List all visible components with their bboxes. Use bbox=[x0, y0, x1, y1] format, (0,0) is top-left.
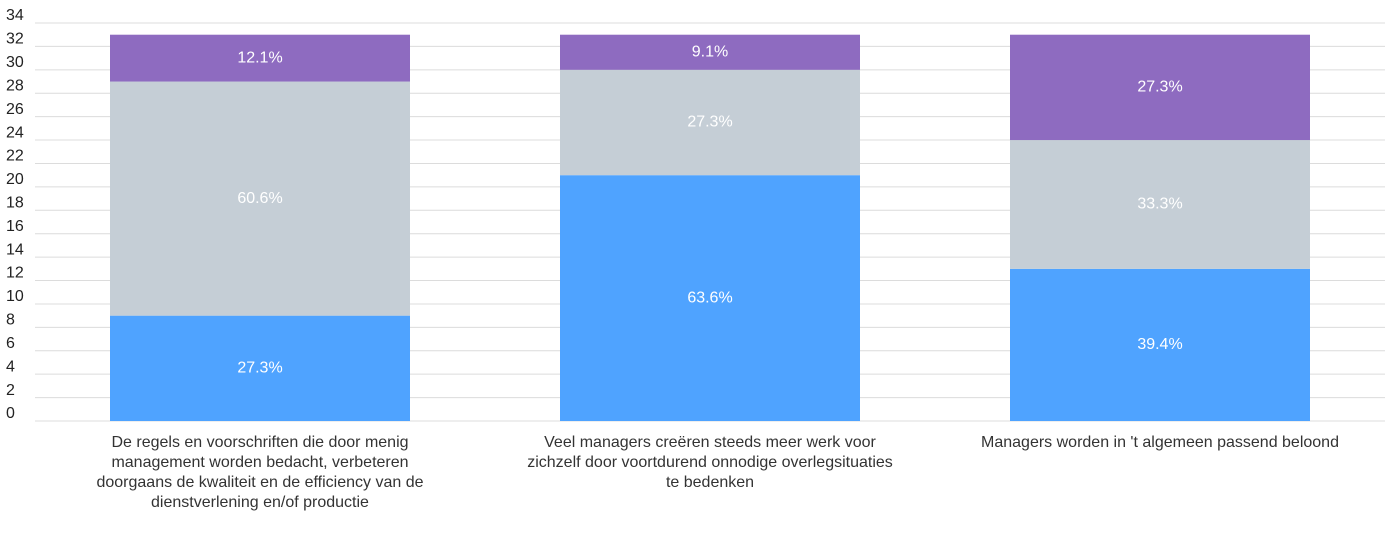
y-tick-label: 0 bbox=[6, 405, 15, 422]
value-label: 12.1% bbox=[237, 49, 282, 66]
y-tick-label: 6 bbox=[6, 335, 15, 352]
x-tick-label: Managers worden in 't algemeen passend b… bbox=[981, 434, 1339, 451]
bar-segment bbox=[110, 81, 410, 316]
x-tick-label: Veel managers creëren steeds meer werk v… bbox=[527, 434, 893, 491]
y-tick-label: 2 bbox=[6, 382, 15, 399]
y-tick-label: 22 bbox=[6, 148, 24, 165]
value-label: 39.4% bbox=[1137, 336, 1182, 353]
value-label: 27.3% bbox=[237, 360, 282, 377]
bar-segment bbox=[560, 34, 860, 70]
y-tick-label: 20 bbox=[6, 171, 24, 188]
x-tick-label-box: Veel managers creëren steeds meer werk v… bbox=[527, 434, 893, 491]
bar-segment bbox=[1010, 268, 1310, 421]
value-label: 60.6% bbox=[237, 190, 282, 207]
x-tick-label: De regels en voorschriften die door meni… bbox=[96, 434, 424, 511]
y-tick-label: 14 bbox=[6, 241, 24, 258]
y-tick-label: 30 bbox=[6, 54, 24, 71]
y-tick-label: 28 bbox=[6, 77, 24, 94]
value-label: 9.1% bbox=[692, 43, 728, 60]
bar-segment bbox=[560, 175, 860, 421]
y-tick-label: 26 bbox=[6, 101, 24, 118]
y-tick-label: 18 bbox=[6, 195, 24, 212]
y-tick-label: 12 bbox=[6, 265, 24, 282]
x-tick-label-box: Managers worden in 't algemeen passend b… bbox=[981, 434, 1339, 451]
value-label: 33.3% bbox=[1137, 196, 1182, 213]
y-tick-label: 16 bbox=[6, 218, 24, 235]
y-tick-label: 10 bbox=[6, 288, 24, 305]
bar-segment bbox=[110, 34, 410, 82]
bar-segment bbox=[1010, 34, 1310, 141]
y-tick-label: 34 bbox=[6, 7, 24, 24]
y-tick-label: 8 bbox=[6, 312, 15, 329]
y-tick-label: 32 bbox=[6, 31, 24, 48]
bar-segment bbox=[560, 69, 860, 176]
bar-segment bbox=[110, 315, 410, 421]
y-tick-label: 4 bbox=[6, 358, 15, 375]
value-label: 27.3% bbox=[687, 114, 732, 131]
x-tick-label-box: De regels en voorschriften die door meni… bbox=[96, 434, 424, 511]
y-tick-label: 24 bbox=[6, 124, 24, 141]
value-label: 27.3% bbox=[1137, 79, 1182, 96]
bar-segment bbox=[1010, 140, 1310, 269]
value-label: 63.6% bbox=[687, 289, 732, 306]
